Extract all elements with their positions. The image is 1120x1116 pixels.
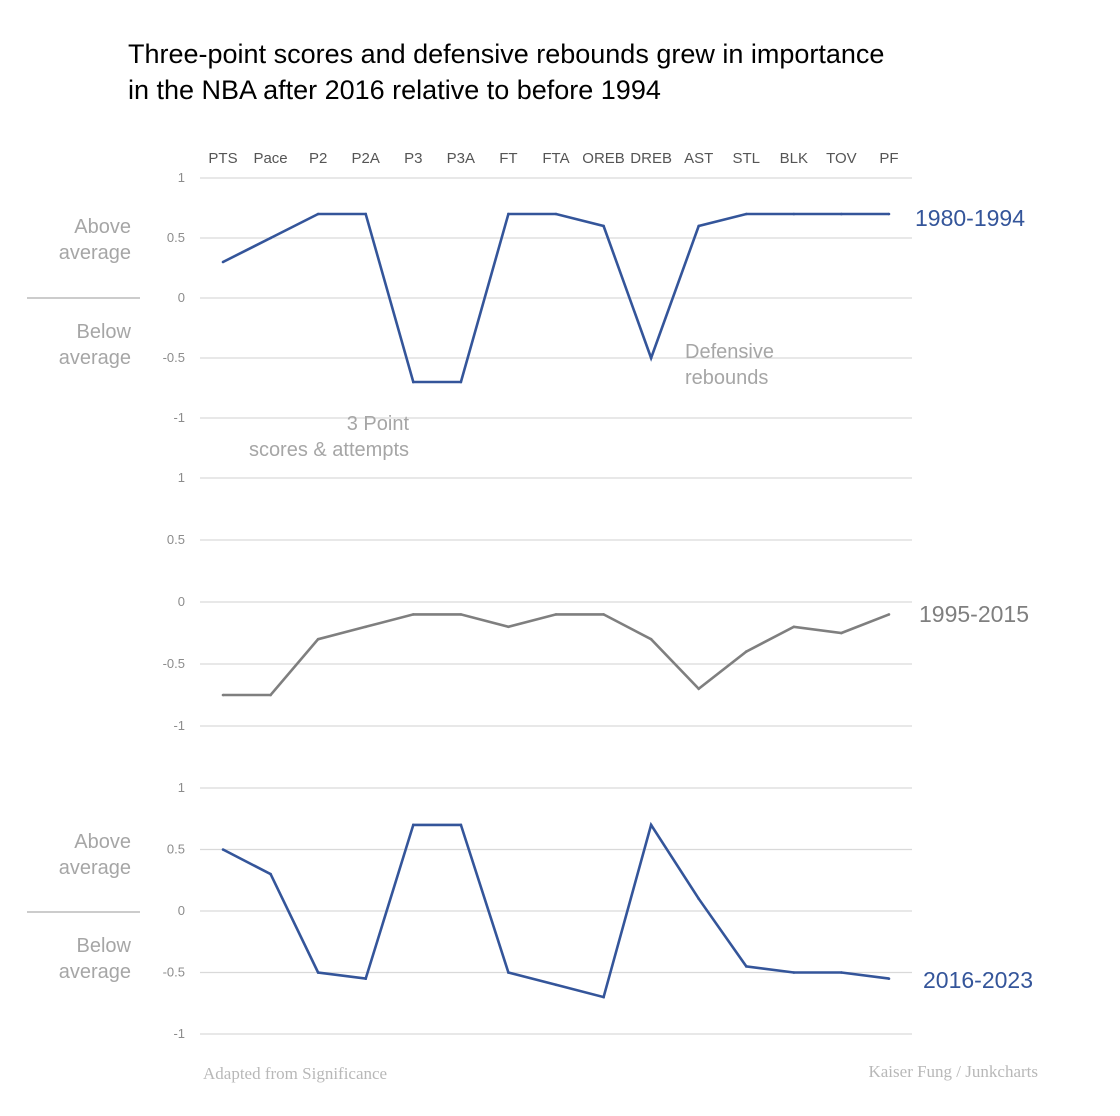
title-line-1: Three-point scores and defensive rebound… [128, 39, 885, 69]
above-average-label: average [59, 242, 131, 264]
x-category-label: PF [879, 150, 898, 167]
data-point [697, 897, 700, 900]
data-point [221, 693, 225, 697]
annotation-defensive: Defensive [685, 341, 774, 363]
data-point [507, 971, 510, 974]
data-point [316, 971, 320, 974]
data-point [459, 823, 463, 827]
data-point [269, 693, 272, 697]
data-point [507, 212, 510, 216]
data-point [221, 260, 225, 264]
annotation-defensive: rebounds [685, 367, 768, 389]
data-point [269, 236, 272, 240]
y-tick-label: 0.5 [167, 532, 185, 547]
data-point [602, 995, 605, 999]
x-category-label: DREB [630, 150, 672, 167]
y-tick-label: 0.5 [167, 842, 185, 857]
series-line-1995-2015 [223, 613, 890, 697]
y-tick-label: 1 [178, 780, 185, 795]
above-average-label: average [59, 857, 131, 879]
data-point [364, 977, 368, 980]
data-point [554, 212, 558, 216]
y-tick-label: -1 [173, 410, 185, 425]
x-category-label: AST [684, 150, 713, 167]
data-point [887, 977, 891, 980]
below-average-label: Below [77, 321, 132, 343]
y-tick-label: -1 [173, 1026, 185, 1041]
data-point [602, 224, 605, 228]
data-point [744, 965, 748, 968]
data-point [840, 971, 843, 974]
data-point [459, 380, 463, 384]
series-label: 1995-2015 [919, 601, 1029, 627]
y-tick-label: -0.5 [163, 350, 185, 365]
data-point [411, 613, 415, 616]
data-point [364, 212, 368, 216]
data-point [459, 613, 463, 616]
series-label: 2016-2023 [923, 967, 1033, 993]
data-point [554, 983, 558, 987]
annotation-three-point: scores & attempts [249, 439, 409, 461]
y-tick-label: 1 [178, 170, 185, 185]
above-average-label: Above [74, 216, 131, 238]
data-point [649, 823, 653, 827]
data-point [411, 823, 415, 827]
x-category-label: FTA [542, 150, 569, 167]
y-tick-label: 0 [178, 903, 185, 918]
data-point [316, 637, 320, 641]
chart-title: Three-point scores and defensive rebound… [128, 36, 884, 108]
data-point [887, 613, 891, 616]
x-category-label: P3 [404, 150, 422, 167]
below-average-label: Below [77, 935, 132, 957]
x-category-label: P3A [447, 150, 475, 167]
data-point [316, 212, 320, 216]
data-point [269, 872, 272, 876]
data-point [887, 212, 891, 216]
y-tick-label: 1 [178, 470, 185, 485]
y-tick-label: 0 [178, 594, 185, 609]
data-point [221, 848, 225, 851]
data-point [697, 224, 700, 228]
annotation-three-point: 3 Point [347, 413, 410, 435]
below-average-label: average [59, 961, 131, 983]
y-tick-label: 0 [178, 290, 185, 305]
x-category-label: Pace [253, 150, 287, 167]
data-point [744, 650, 748, 653]
series-label: 1980-1994 [915, 205, 1025, 231]
data-point [649, 637, 653, 641]
x-category-label: OREB [582, 150, 625, 167]
source-caption: Adapted from Significance [203, 1064, 388, 1083]
y-tick-label: 0.5 [167, 230, 185, 245]
x-category-label: BLK [780, 150, 808, 167]
author-caption: Kaiser Fung / Junkcharts [868, 1062, 1038, 1081]
title-line-2: in the NBA after 2016 relative to before… [128, 75, 661, 105]
x-category-label: FT [499, 150, 517, 167]
y-tick-label: -0.5 [163, 656, 185, 671]
data-point [744, 212, 748, 216]
x-category-label: P2 [309, 150, 327, 167]
y-tick-label: -0.5 [163, 965, 185, 980]
data-point [840, 631, 843, 635]
data-point [792, 971, 796, 974]
data-point [649, 356, 653, 360]
below-average-label: average [59, 347, 131, 369]
data-point [411, 380, 415, 384]
data-point [792, 212, 796, 216]
data-point [840, 212, 843, 216]
x-category-label: TOV [826, 150, 857, 167]
data-point [507, 625, 510, 629]
above-average-label: Above [74, 831, 131, 853]
data-point [554, 613, 558, 616]
data-point [697, 687, 700, 691]
data-point [792, 625, 796, 629]
data-point [364, 625, 368, 629]
data-point [602, 613, 605, 616]
x-category-label: STL [733, 150, 761, 167]
x-category-label: P2A [352, 150, 380, 167]
x-category-label: PTS [208, 150, 237, 167]
y-tick-label: -1 [173, 718, 185, 733]
